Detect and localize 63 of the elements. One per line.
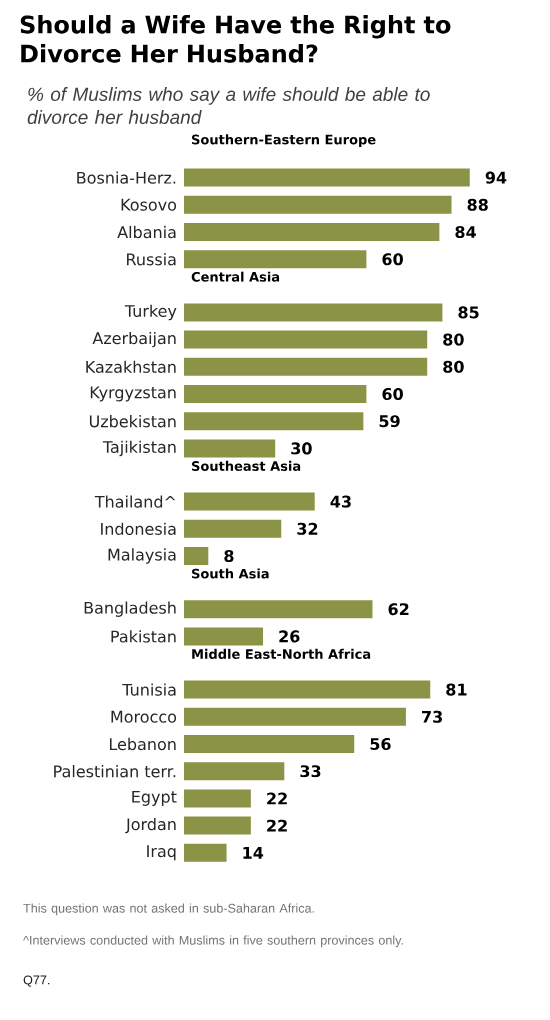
data-label: 32 xyxy=(297,522,318,535)
data-label: 60 xyxy=(382,387,403,401)
y-tick-label: Lebanon xyxy=(109,737,176,751)
bar xyxy=(183,843,227,862)
data-label: 94 xyxy=(485,171,507,184)
y-tick-label: Bangladesh xyxy=(84,601,176,617)
data-label: 22 xyxy=(267,792,287,805)
bar xyxy=(183,250,367,269)
y-tick-label: Russia xyxy=(127,253,176,266)
bar xyxy=(183,707,406,726)
y-tick-label: Albania xyxy=(117,225,176,239)
y-tick-label: Kyrgyzstan xyxy=(90,386,176,402)
y-tick-label: Tunisia xyxy=(122,683,176,696)
y-tick-label: Kazakhstan xyxy=(86,360,176,373)
data-label: 80 xyxy=(443,360,464,373)
data-label: 85 xyxy=(458,306,479,319)
y-tick-label: Uzbekistan xyxy=(89,415,176,428)
data-label: 84 xyxy=(455,225,476,239)
data-label: 88 xyxy=(467,198,488,211)
text: Should a Wife Have the Right to Divorce Her Husband? xyxy=(20,15,451,63)
data-label: 62 xyxy=(388,603,409,616)
y-tick-label: Turkey xyxy=(124,304,177,321)
bar xyxy=(183,412,364,431)
y-tick-label: Palestinian terr. xyxy=(54,765,176,778)
bar xyxy=(183,195,452,214)
bar xyxy=(183,303,443,322)
data-label: 30 xyxy=(291,442,312,455)
data-label: 43 xyxy=(330,495,351,508)
data-label: 59 xyxy=(379,415,400,428)
bar xyxy=(183,357,428,376)
y-tick-label: Jordan xyxy=(125,817,176,834)
data-label: 81 xyxy=(446,683,467,696)
bar xyxy=(183,816,251,835)
y-tick-label: Tajikistan xyxy=(102,440,176,457)
y-tick-label: Egypt xyxy=(132,790,177,806)
y-tick-label: Bosnia-Herz. xyxy=(77,171,176,184)
text: % of Muslims who say a wife should be able to divorce her husband xyxy=(27,87,430,125)
y-tick-label: Pakistan xyxy=(111,630,176,643)
y-tick-label: Kosovo xyxy=(121,198,177,211)
y-tick-label: Morocco xyxy=(111,710,177,723)
y-tick-label: Thailand^ xyxy=(94,495,176,508)
data-label: 73 xyxy=(422,710,442,723)
y-tick-label: Iraq xyxy=(147,845,176,861)
y-tick-label: Azerbaijan xyxy=(92,331,176,348)
data-label: 33 xyxy=(300,765,321,778)
bar xyxy=(183,223,440,242)
y-tick-label: Indonesia xyxy=(101,522,176,535)
data-label: 56 xyxy=(370,737,391,751)
data-label: 80 xyxy=(443,333,464,346)
data-label: 26 xyxy=(279,630,300,643)
bar xyxy=(183,789,251,808)
data-label: 14 xyxy=(243,846,264,859)
data-label: 60 xyxy=(382,253,403,266)
data-label: 22 xyxy=(267,819,287,832)
bar xyxy=(183,439,276,458)
bar xyxy=(183,385,367,404)
bar xyxy=(183,168,470,187)
bar xyxy=(183,680,431,699)
bar xyxy=(183,762,285,781)
data-label: 8 xyxy=(224,549,234,563)
bar xyxy=(183,735,355,753)
y-tick-label: Malaysia xyxy=(108,548,176,564)
bar xyxy=(183,330,428,349)
